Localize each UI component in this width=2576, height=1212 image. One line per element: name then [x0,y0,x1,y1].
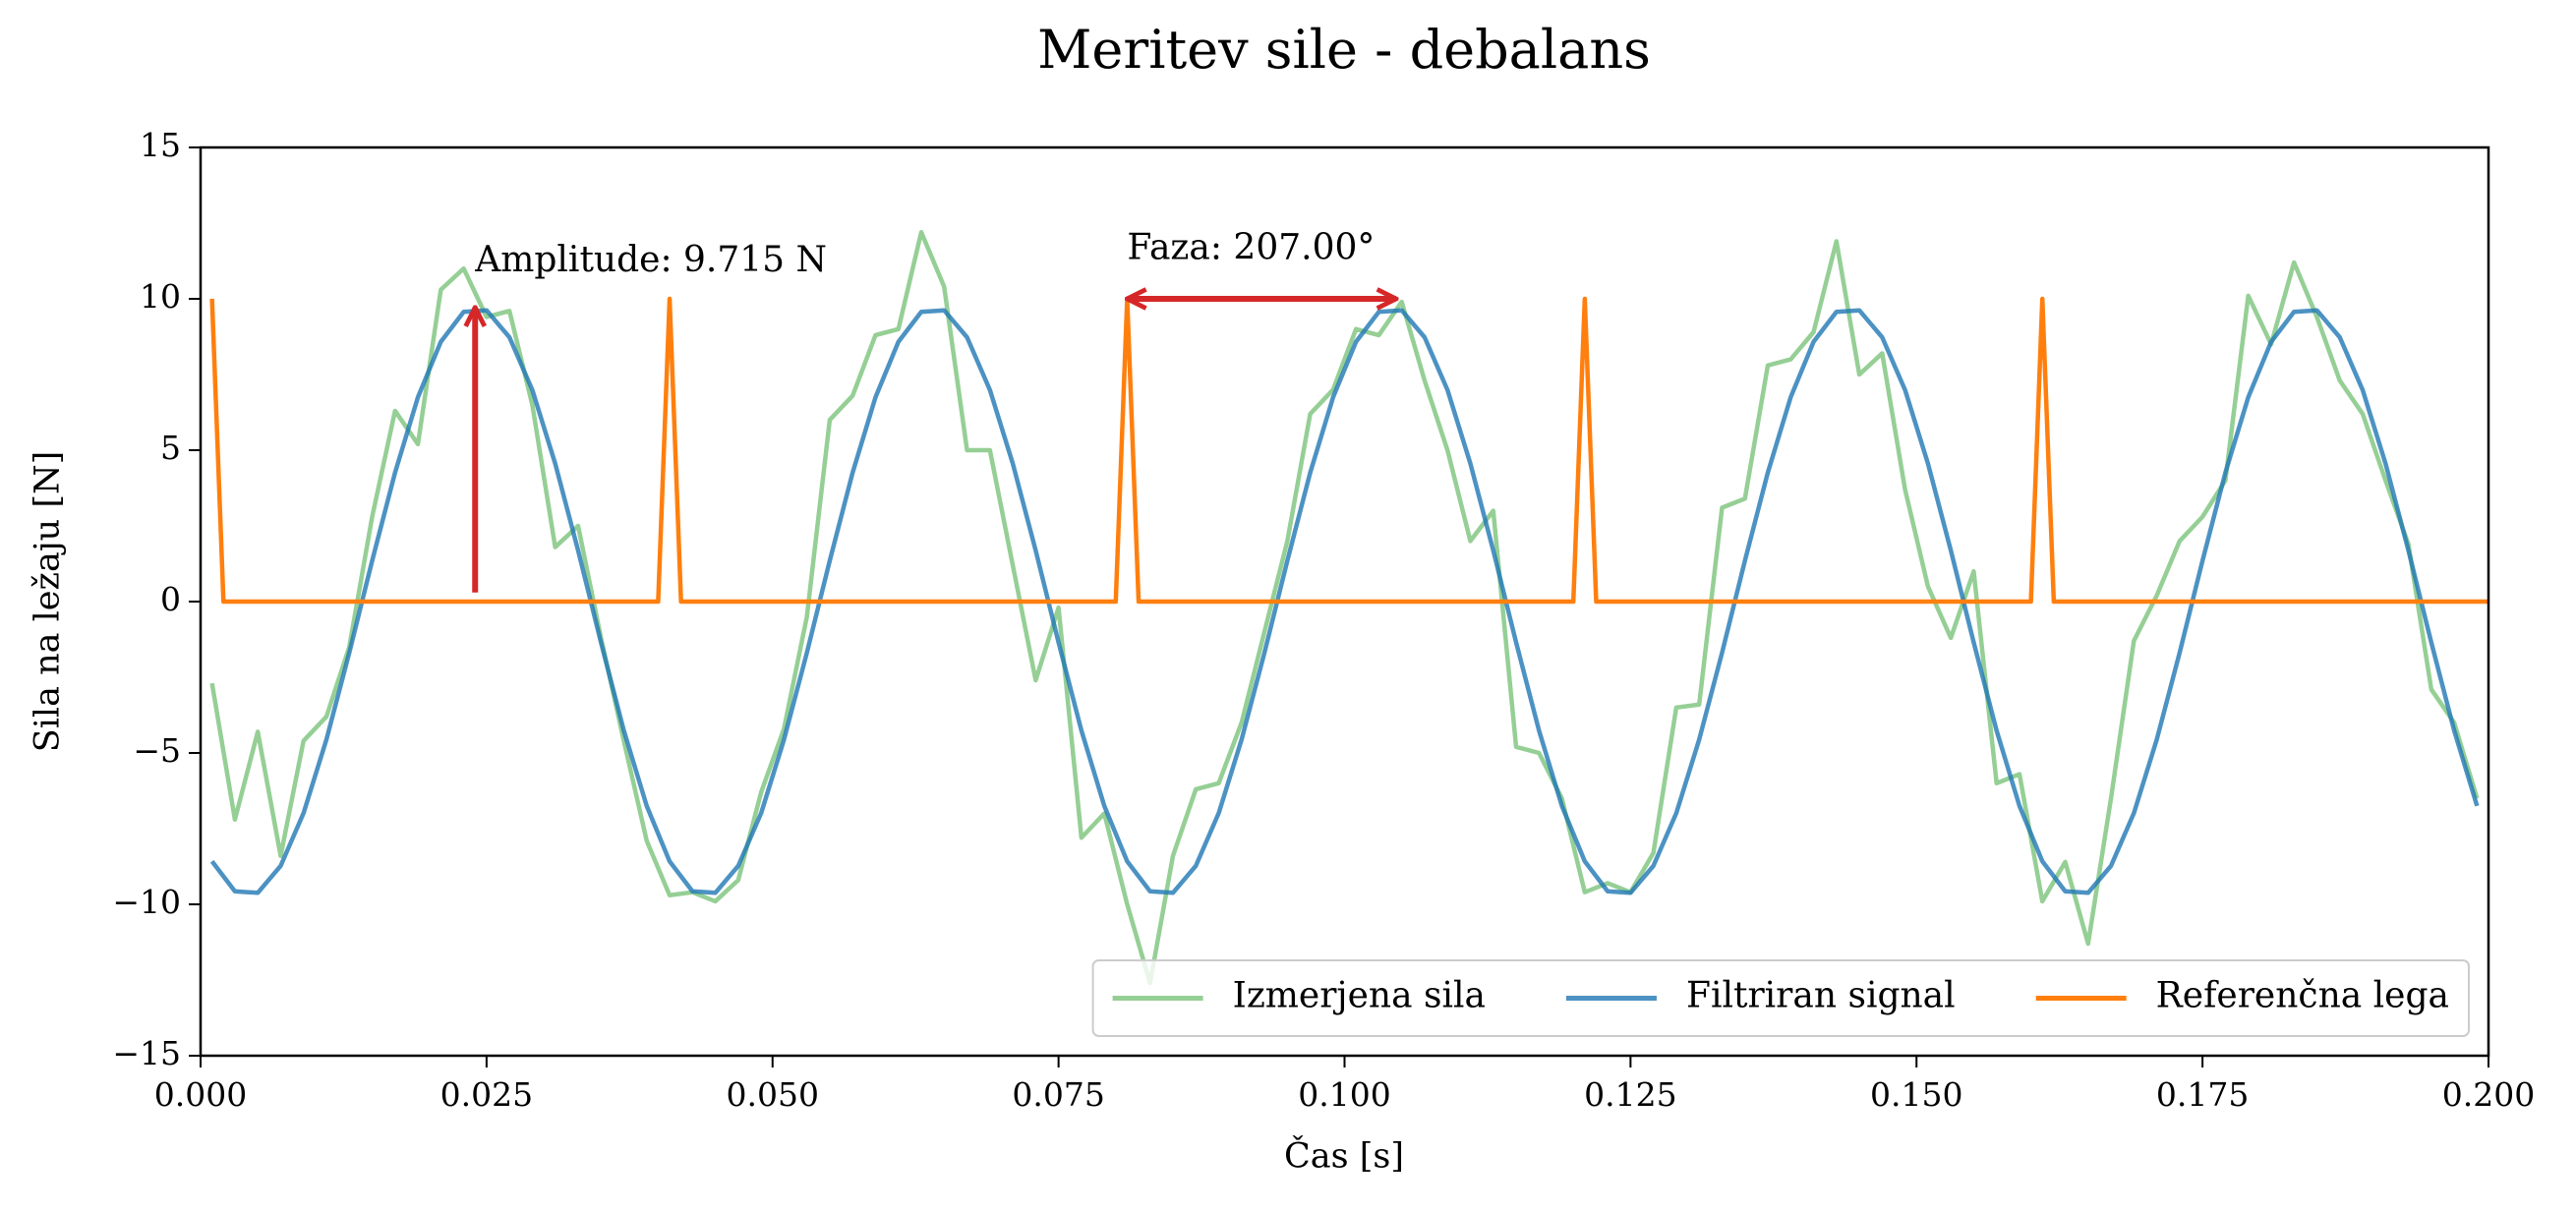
x-tick-label: 0.075 [1012,1075,1104,1114]
legend-box [1091,959,2470,1037]
x-tick-label: 0.125 [1584,1075,1676,1114]
annotation-text: Amplitude: 9.715 N [474,240,827,280]
series-line [209,296,2488,605]
y-tick-label: −15 [112,1034,181,1072]
x-tick-label: 0.175 [2156,1075,2249,1114]
y-tick-label: 10 [140,277,181,316]
y-axis-label: Sila na ležaju [N] [29,451,68,753]
series-line [209,229,2480,986]
x-tick-label: 0.000 [154,1075,247,1114]
y-tick-label: −5 [133,731,181,770]
legend-label: Izmerjena sila [1233,976,1486,1016]
y-tick-label: 15 [140,126,181,164]
x-axis-label: Čas [s] [1284,1135,1404,1177]
x-tick-label: 0.050 [727,1075,819,1114]
x-tick-label: 0.025 [440,1075,533,1114]
chart-title: Meritev sile - debalans [1037,19,1651,81]
legend-label: Filtriran signal [1686,976,1956,1016]
x-tick-label: 0.100 [1298,1075,1390,1114]
x-tick-label: 0.150 [1870,1075,1962,1114]
annotation-text: Faza: 207.00° [1127,228,1375,268]
y-tick-label: 0 [160,580,181,618]
y-tick-label: −10 [112,883,181,921]
y-tick-label: 5 [160,429,181,467]
series-line [209,308,2480,895]
x-tick-label: 0.200 [2442,1075,2535,1114]
legend: Izmerjena sila Filtriran signal Referenčna… [1091,959,2470,1037]
legend-label: Referenčna lega [2156,976,2449,1016]
plot-frame [199,145,2490,1058]
